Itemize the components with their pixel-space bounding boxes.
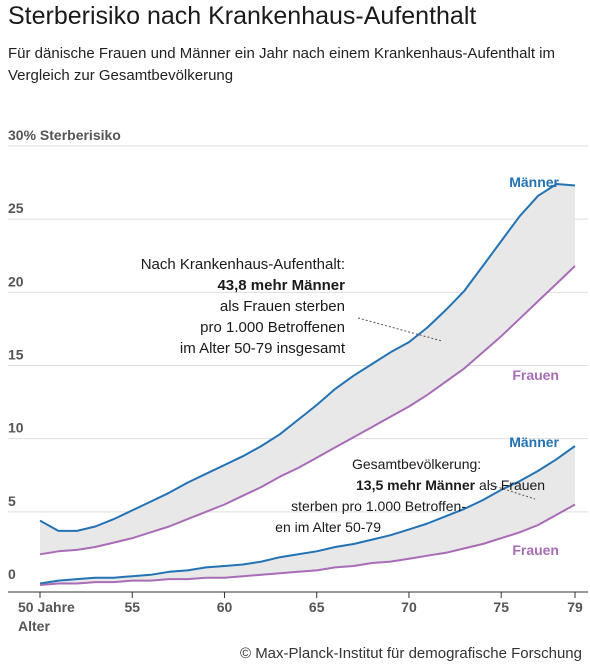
series-line-hospital-maenner	[39, 183, 576, 532]
y-tick-label-0: 0	[8, 566, 16, 582]
y-tick-label-30: 30% Sterberisiko	[8, 127, 121, 143]
x-tick-label-60: 60	[217, 599, 233, 615]
y-tick-label-5: 5	[8, 493, 16, 509]
y-tick-label-10: 10	[8, 420, 24, 436]
series-label-population-frauen: Frauen	[512, 542, 559, 558]
x-tick-label-70: 70	[401, 599, 417, 615]
line-layer	[39, 183, 576, 586]
annotation-population-line-4: en im Alter 50-79	[275, 519, 381, 535]
x-tick-label-75: 75	[493, 599, 509, 615]
annotation-population-line-3: sterben pro 1.000 Betroffen-	[291, 498, 466, 514]
series-line-population-frauen	[39, 503, 576, 586]
chart-subtitle: Für dänische Frauen und Männer ein Jahr …	[8, 45, 555, 84]
series-line-hospital-frauen	[39, 265, 576, 556]
annotation-hospital-line-4: pro 1.000 Betroffenen	[200, 319, 345, 336]
x-tick-label-79: 79	[567, 599, 583, 615]
series-label-hospital-frauen: Frauen	[512, 367, 559, 383]
annotation-population-line-2: 13,5 mehr Männer als Frauen	[356, 477, 545, 493]
annotation-hospital-line-3: als Frauen sterben	[220, 298, 345, 315]
annotation-population: Gesamtbevölkerung: 13,5 mehr Männer als …	[275, 456, 545, 535]
annotation-hospital-line-5: im Alter 50-79 insgesamt	[180, 340, 346, 357]
annotation-hospital-line-1: Nach Krankenhaus-Aufenthalt:	[141, 256, 345, 273]
series-label-hospital-maenner: Männer	[509, 174, 559, 190]
area-layer	[40, 184, 575, 585]
annotation-population-rest: als Frauen	[475, 477, 545, 493]
series-label-layer: Männer Frauen Männer Frauen	[509, 174, 559, 558]
series-line-population-maenner	[39, 445, 576, 585]
annotation-population-line-1: Gesamtbevölkerung:	[352, 456, 481, 472]
y-tick-label-15: 15	[8, 347, 24, 363]
axis-layer: 0 5 10 15 20 25 30% Sterberisiko 50 Jahre 55 60 65…	[8, 127, 588, 634]
annotation-hospital: Nach Krankenhaus-Aufenthalt: 43,8 mehr M…	[141, 256, 443, 357]
y-tick-label-20: 20	[8, 273, 24, 289]
annotation-hospital-leader	[357, 317, 443, 342]
band-hospital	[40, 184, 575, 555]
band-population	[40, 446, 575, 585]
annotation-hospital-line-2: 43,8 mehr Männer	[217, 277, 345, 294]
x-axis-label: Alter	[18, 618, 50, 634]
x-tick-label-65: 65	[309, 599, 325, 615]
credit-line: © Max-Planck-Institut für demografische …	[239, 645, 582, 662]
x-tick-label-55: 55	[124, 599, 140, 615]
series-label-population-maenner: Männer	[509, 434, 559, 450]
y-tick-label-25: 25	[8, 200, 24, 216]
x-tick-label-50: 50 Jahre	[18, 599, 75, 615]
annotation-population-bold: 13,5 mehr Männer	[356, 477, 476, 493]
chart-title: Sterberisiko nach Krankenhaus-Aufenthalt	[8, 2, 477, 30]
annotation-population-leader	[487, 483, 536, 500]
